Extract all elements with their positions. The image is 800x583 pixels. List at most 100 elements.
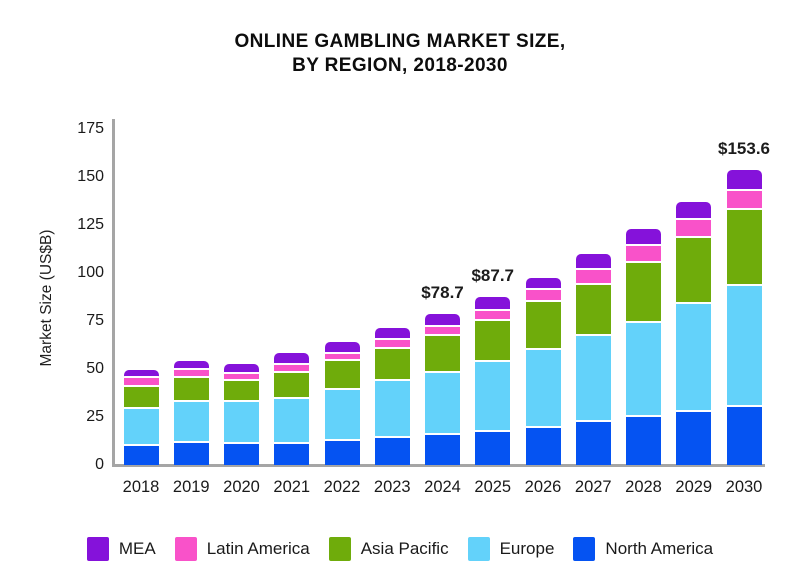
bar-segment-europe <box>626 320 661 416</box>
bar-segment-latin-america <box>224 371 259 379</box>
bar-segment-north-america <box>425 432 460 465</box>
bar-segment-north-america <box>626 415 661 465</box>
bar-segment-mea <box>324 341 360 352</box>
legend-label: MEA <box>118 539 156 558</box>
bar-segment-latin-america <box>475 308 511 320</box>
bar-segment-mea <box>173 360 209 369</box>
bar-segment-asia-pacific <box>425 334 460 372</box>
bar-segment-asia-pacific <box>626 260 661 321</box>
bar-segment-asia-pacific <box>173 376 209 401</box>
x-tick-label: 2029 <box>675 478 713 496</box>
legend-item-mea: MEA <box>86 537 156 561</box>
bar-segment-europe <box>475 360 511 431</box>
bar-segment-mea <box>525 277 561 288</box>
bar-segment-north-america <box>525 426 561 465</box>
bar-segment-europe <box>123 406 159 444</box>
bar-total-label: $153.6 <box>718 139 770 159</box>
x-tick-label: 2023 <box>373 478 411 496</box>
bar-segment-latin-america <box>173 368 209 377</box>
y-tick-label: 150 <box>77 168 104 185</box>
bar-segment-mea <box>274 352 310 364</box>
legend-swatch-latin-america <box>174 537 197 561</box>
bar-segment-asia-pacific <box>374 347 410 380</box>
legend: MEA Latin America Asia Pacific Europe North … <box>0 537 800 561</box>
x-tick-label: 2022 <box>323 478 361 496</box>
x-tick-label: 2028 <box>625 478 662 496</box>
y-tick-label: 175 <box>77 120 104 137</box>
bar-segment-latin-america <box>626 243 661 261</box>
bar-segment-europe <box>726 283 762 406</box>
legend-item-north-america: North America <box>573 537 713 561</box>
bar-segment-mea <box>475 296 511 309</box>
bar-segment-mea <box>224 363 259 372</box>
bar-segment-north-america <box>475 430 511 465</box>
y-tick-label: 0 <box>95 456 104 473</box>
bar-segment-latin-america <box>374 338 410 348</box>
bar-segment-north-america <box>575 420 611 465</box>
x-tick-label: 2024 <box>424 478 461 496</box>
y-tick-label: 125 <box>77 216 104 233</box>
x-tick-label: 2019 <box>172 478 210 496</box>
bar-segment-europe <box>425 371 460 433</box>
x-tick-label: 2026 <box>524 478 562 496</box>
bar-segment-latin-america <box>525 287 561 301</box>
y-tick-label: 50 <box>86 360 104 377</box>
chart-title: ONLINE GAMBLING MARKET SIZE, BY REGION, … <box>0 30 800 78</box>
legend-item-asia-pacific: Asia Pacific <box>328 537 449 561</box>
bar-segment-mea <box>425 313 460 326</box>
legend-label: Europe <box>499 539 555 558</box>
y-tick-label: 100 <box>77 264 104 281</box>
bar-segment-north-america <box>324 438 360 465</box>
bar-segment-mea <box>626 229 661 244</box>
bar-segment-europe <box>274 396 310 443</box>
bar-segment-north-america <box>224 441 259 465</box>
legend-label: North America <box>605 539 714 558</box>
y-tick-label: 25 <box>86 408 104 425</box>
bar-segment-mea <box>726 170 762 189</box>
bar-segment-latin-america <box>425 325 460 335</box>
x-tick-label: 2027 <box>574 478 612 496</box>
bar-segment-mea <box>676 201 712 218</box>
bar-segment-asia-pacific <box>475 319 511 361</box>
bar-segment-latin-america <box>676 217 712 236</box>
bar-segment-mea <box>374 327 410 339</box>
bar-segment-mea <box>575 254 611 268</box>
y-tick-label: 75 <box>86 312 104 329</box>
bar-segment-europe <box>676 301 712 411</box>
bar-segment-asia-pacific <box>324 358 360 388</box>
legend-swatch-north-america <box>573 537 596 561</box>
bar-segment-latin-america <box>274 363 310 371</box>
bar-segment-asia-pacific <box>224 378 259 401</box>
chart-title-line1: ONLINE GAMBLING MARKET SIZE, <box>234 31 566 52</box>
bar-segment-europe <box>224 400 259 442</box>
bar-segment-mea <box>123 369 159 377</box>
bar-total-label: $78.7 <box>421 282 464 302</box>
bar-segment-europe <box>374 379 410 436</box>
y-axis-line <box>112 119 115 467</box>
x-tick-label: 2020 <box>223 478 260 496</box>
bar-segment-europe <box>575 334 611 421</box>
bar-segment-north-america <box>123 443 159 465</box>
bar-segment-asia-pacific <box>676 235 712 302</box>
bar-segment-latin-america <box>726 188 762 209</box>
legend-swatch-europe <box>467 537 490 561</box>
bar-segment-north-america <box>726 405 762 465</box>
legend-item-europe: Europe <box>467 537 555 561</box>
bar-segment-europe <box>173 400 209 442</box>
x-tick-label: 2018 <box>122 478 160 496</box>
bar-segment-latin-america <box>324 351 360 359</box>
bar-segment-north-america <box>274 442 310 465</box>
bar-segment-europe <box>324 387 360 439</box>
x-axis-line <box>112 464 765 467</box>
bar-segment-north-america <box>173 441 209 465</box>
legend-item-latin-america: Latin America <box>174 537 310 561</box>
bar-segment-asia-pacific <box>575 283 611 335</box>
x-tick-label: 2021 <box>273 478 311 496</box>
legend-label: Latin America <box>206 539 310 558</box>
bar-segment-asia-pacific <box>123 384 159 407</box>
chart-title-line2: BY REGION, 2018-2030 <box>292 55 508 76</box>
bar-segment-north-america <box>374 435 410 465</box>
bar-segment-asia-pacific <box>726 208 762 284</box>
bar-segment-latin-america <box>123 376 159 385</box>
